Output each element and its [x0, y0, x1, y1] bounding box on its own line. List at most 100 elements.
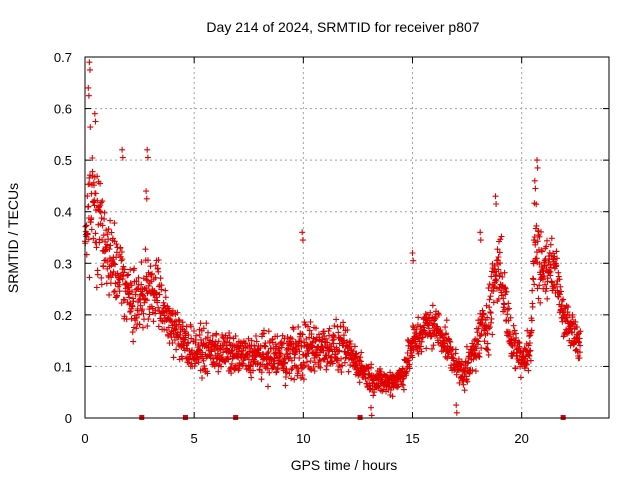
data-point [575, 339, 582, 346]
data-point [576, 335, 583, 342]
data-point [525, 367, 532, 374]
data-point [120, 269, 127, 276]
data-point [338, 369, 345, 376]
data-point [477, 229, 484, 236]
data-point [100, 263, 107, 270]
data-point [91, 202, 98, 209]
data-point [126, 301, 133, 308]
data-point [443, 317, 450, 324]
data-point [149, 270, 155, 277]
x-tick-label: 0 [81, 431, 88, 446]
data-point [277, 352, 284, 359]
chart-title: Day 214 of 2024, SRMTID for receiver p80… [206, 19, 479, 35]
data-point [539, 248, 545, 255]
data-point [278, 344, 285, 351]
data-point [177, 334, 184, 341]
data-point [179, 355, 186, 362]
data-point [295, 368, 302, 375]
y-tick-label: 0.3 [54, 256, 72, 271]
data-point [478, 320, 484, 327]
data-point [572, 318, 579, 325]
data-point [504, 306, 511, 313]
data-point [140, 324, 146, 331]
data-point [96, 208, 103, 214]
data-point [544, 275, 551, 282]
data-point [494, 246, 501, 253]
data-point [337, 323, 344, 330]
data-point [434, 323, 441, 330]
data-point [444, 355, 451, 362]
data-point [110, 268, 117, 275]
data-point [133, 325, 140, 332]
data-point [289, 324, 296, 331]
data-point [486, 304, 493, 311]
data-point [461, 387, 468, 394]
data-point [389, 393, 396, 400]
data-point [371, 389, 378, 396]
data-point [464, 378, 471, 385]
data-point [289, 336, 296, 342]
data-point [443, 330, 450, 337]
data-point [307, 358, 314, 364]
data-point [299, 229, 306, 236]
data-point [481, 338, 488, 345]
data-point [140, 310, 147, 317]
data-point [293, 363, 300, 370]
data-point [215, 338, 222, 345]
data-point [282, 382, 289, 389]
data-point [138, 281, 145, 288]
data-point [225, 356, 232, 363]
data-point [474, 329, 481, 336]
data-point [422, 311, 429, 317]
data-point [485, 346, 491, 353]
data-point [486, 281, 493, 288]
data-point [305, 323, 311, 330]
data-point [155, 304, 162, 311]
data-point [88, 226, 95, 233]
data-point [429, 345, 435, 352]
data-point [136, 311, 142, 318]
data-point [136, 297, 143, 303]
data-point [498, 292, 505, 299]
data-point [576, 355, 583, 361]
data-point [301, 319, 308, 326]
data-point [200, 357, 207, 364]
data-point [265, 383, 271, 390]
data-point [415, 314, 422, 321]
data-point [564, 309, 571, 315]
data-point [510, 322, 517, 329]
data-point [250, 367, 256, 374]
x-tick-label: 20 [514, 431, 528, 446]
data-point [530, 276, 537, 283]
data-point [98, 199, 105, 206]
data-point [273, 368, 280, 375]
data-point [356, 379, 363, 386]
data-point [323, 362, 330, 369]
data-point [557, 283, 564, 290]
data-point [488, 315, 495, 322]
data-point [335, 329, 342, 336]
data-point [133, 314, 140, 321]
data-point [261, 327, 267, 334]
data-point [92, 230, 99, 237]
data-point [196, 331, 203, 338]
data-point [139, 292, 146, 299]
data-point [333, 316, 340, 323]
data-point [112, 261, 119, 268]
data-point [106, 246, 113, 253]
data-point [541, 273, 548, 280]
data-point [487, 310, 494, 316]
data-point [299, 372, 306, 379]
data-point [534, 238, 541, 245]
y-tick-label: 0.4 [54, 205, 72, 220]
data-point [161, 312, 168, 319]
data-point [226, 330, 233, 336]
data-point [306, 327, 313, 334]
data-point [138, 259, 145, 266]
data-point [150, 318, 157, 325]
data-point [110, 289, 117, 295]
data-point [463, 343, 470, 350]
data-point [553, 248, 560, 255]
data-point [111, 260, 118, 267]
